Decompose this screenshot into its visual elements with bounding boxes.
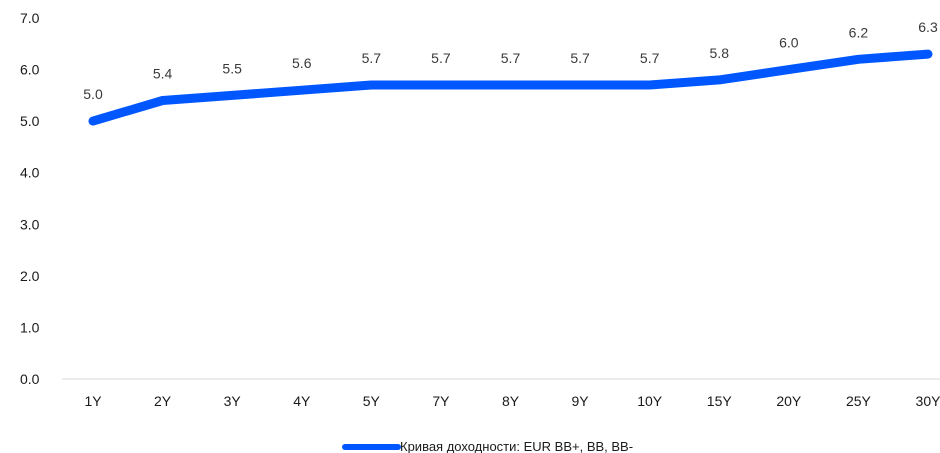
x-tick-label: 7Y xyxy=(432,393,450,409)
legend-label: Кривая доходности: EUR BB+, BB, BB- xyxy=(400,439,633,453)
y-tick-label: 7.0 xyxy=(20,10,40,26)
x-tick-label: 3Y xyxy=(224,393,242,409)
data-label: 5.4 xyxy=(153,66,173,82)
data-label: 5.7 xyxy=(501,50,521,66)
data-label: 5.6 xyxy=(292,55,312,71)
data-label: 5.0 xyxy=(83,86,103,102)
data-label: 5.5 xyxy=(222,60,242,76)
data-label: 5.7 xyxy=(362,50,382,66)
x-tick-label: 1Y xyxy=(84,393,102,409)
x-tick-label: 8Y xyxy=(502,393,520,409)
data-label: 5.7 xyxy=(570,50,590,66)
data-label: 5.7 xyxy=(431,50,451,66)
y-tick-label: 2.0 xyxy=(20,268,40,284)
x-tick-label: 15Y xyxy=(707,393,733,409)
x-tick-label: 9Y xyxy=(572,393,590,409)
x-tick-label: 5Y xyxy=(363,393,381,409)
legend: Кривая доходности: EUR BB+, BB, BB- xyxy=(342,439,633,453)
y-tick-label: 0.0 xyxy=(20,371,40,387)
data-label: 5.7 xyxy=(640,50,660,66)
y-tick-label: 5.0 xyxy=(20,113,40,129)
x-tick-label: 25Y xyxy=(846,393,872,409)
data-label: 6.3 xyxy=(918,19,938,35)
y-tick-label: 3.0 xyxy=(20,216,40,232)
y-tick-label: 1.0 xyxy=(20,319,40,335)
y-tick-label: 4.0 xyxy=(20,165,40,181)
x-tick-label: 4Y xyxy=(293,393,311,409)
data-labels: 5.0 5.4 5.5 5.6 5.7 5.7 5.7 5.7 5.7 5.8 6.0 6.2 6.3 xyxy=(83,19,938,102)
x-tick-label: 2Y xyxy=(154,393,172,409)
data-label: 6.0 xyxy=(779,35,799,51)
x-tick-label: 30Y xyxy=(916,393,940,409)
series-line xyxy=(88,49,933,126)
y-tick-label: 6.0 xyxy=(20,62,40,78)
data-label: 6.2 xyxy=(849,24,869,40)
y-axis-tick-labels: 0.0 1.0 2.0 3.0 4.0 5.0 6.0 7.0 xyxy=(20,10,40,387)
data-label: 5.8 xyxy=(710,45,730,61)
x-axis-tick-labels: 1Y 2Y 3Y 4Y 5Y 7Y 8Y 9Y 10Y 15Y 20Y 25Y 30Y xyxy=(84,393,940,409)
x-tick-label: 10Y xyxy=(637,393,663,409)
x-tick-label: 20Y xyxy=(776,393,802,409)
